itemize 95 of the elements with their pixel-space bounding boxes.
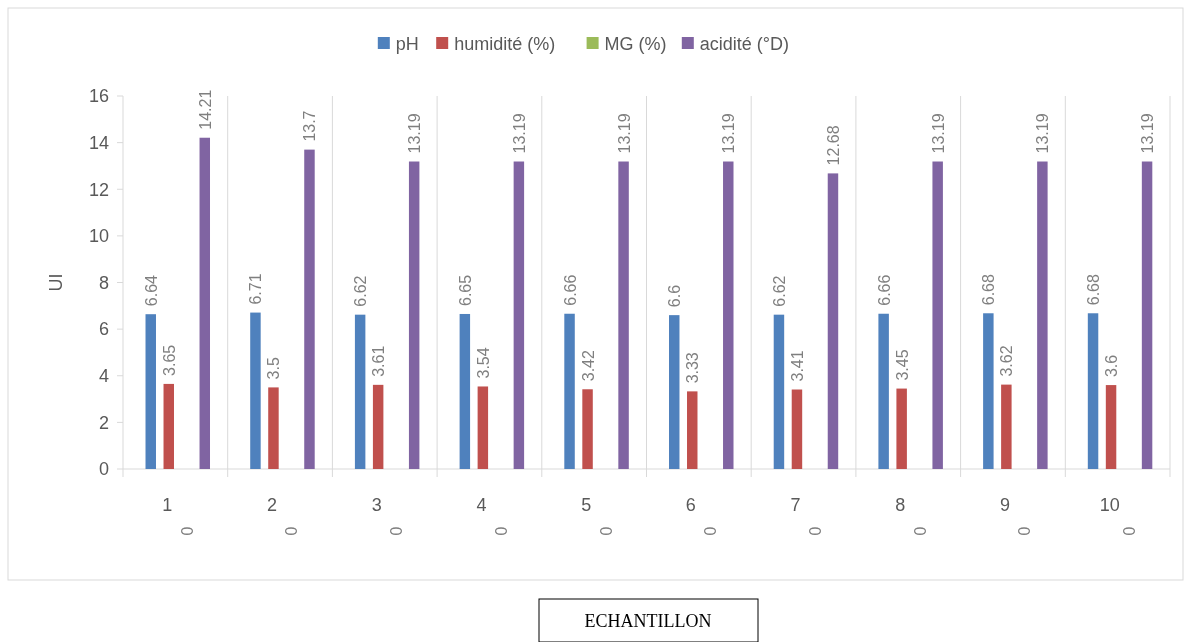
- data-label: 0: [1016, 526, 1034, 536]
- legend-label: pH: [395, 34, 419, 55]
- data-label: 3.62: [998, 345, 1016, 377]
- data-label: 13.19: [406, 113, 424, 154]
- bar: [1037, 161, 1048, 469]
- bar: [1105, 385, 1117, 469]
- bar: [618, 161, 629, 469]
- bar: [250, 312, 261, 469]
- y-tick-label: 12: [88, 179, 109, 200]
- bar: [687, 391, 698, 469]
- bar: [268, 387, 279, 469]
- data-label: 0: [283, 526, 301, 536]
- bar: [983, 313, 994, 469]
- y-axis-title: UI: [46, 273, 66, 292]
- data-label: 6.66: [875, 274, 893, 306]
- y-tick-label: 0: [98, 459, 109, 480]
- data-label: 13.19: [1139, 113, 1157, 154]
- data-label: 13.7: [301, 110, 319, 142]
- data-label: 3.65: [160, 344, 178, 376]
- bar: [896, 388, 907, 469]
- bar: [773, 314, 785, 469]
- bar: [354, 314, 366, 469]
- data-label: 13.19: [1034, 113, 1052, 154]
- bar: [304, 149, 315, 469]
- y-tick-label: 14: [88, 132, 109, 153]
- legend-label: acidité (°D): [699, 34, 790, 55]
- data-label: 6.62: [770, 275, 788, 307]
- bar: [372, 384, 384, 469]
- x-tick-label: 7: [790, 495, 801, 515]
- y-tick-label: 4: [98, 366, 109, 387]
- data-label: 6.71: [247, 273, 265, 305]
- bar: [827, 173, 839, 469]
- data-label: 6.6: [666, 284, 684, 308]
- data-label: 6.62: [352, 275, 370, 307]
- data-label: 3.42: [579, 350, 597, 382]
- data-label: 0: [911, 526, 929, 536]
- bar: [878, 313, 889, 469]
- bar: [145, 314, 156, 469]
- bar: [513, 161, 525, 469]
- bar: [477, 386, 489, 469]
- x-tick-label: 3: [371, 495, 382, 515]
- y-tick-label: 10: [88, 226, 109, 247]
- y-tick-label: 8: [98, 272, 109, 293]
- x-tick-label: 4: [476, 495, 487, 515]
- data-label: 12.68: [824, 125, 842, 166]
- x-tick-label: 10: [1099, 495, 1120, 515]
- data-label: 0: [492, 526, 510, 536]
- bar: [669, 315, 680, 469]
- data-label: 3.61: [370, 345, 388, 377]
- data-label: 6.68: [980, 274, 998, 306]
- data-label: 0: [597, 526, 615, 536]
- x-tick-label: 9: [999, 495, 1010, 515]
- data-label: 0: [1121, 526, 1139, 536]
- bar: [932, 161, 943, 469]
- bar: [564, 313, 575, 469]
- data-label: 6.68: [1085, 274, 1103, 306]
- data-label: 0: [388, 526, 406, 536]
- bar: [791, 389, 803, 469]
- data-label: 0: [178, 526, 196, 536]
- text: ECHANTILLON: [584, 611, 712, 632]
- bar: [199, 137, 211, 469]
- bar: [459, 313, 471, 469]
- data-label: 3.5: [265, 357, 283, 380]
- data-label: 14.21: [196, 89, 214, 130]
- data-label: 6.65: [456, 274, 474, 306]
- data-label: 0: [806, 526, 824, 536]
- legend-label: humidité (%): [454, 34, 556, 55]
- x-tick-label: 6: [685, 495, 696, 515]
- bar: [408, 161, 420, 469]
- y-tick-label: 16: [88, 86, 109, 107]
- data-label: 6.64: [142, 274, 160, 307]
- bar: [1141, 161, 1153, 469]
- bar: [1001, 384, 1012, 469]
- x-tick-label: 5: [581, 495, 592, 515]
- bar: [163, 383, 174, 469]
- data-label: 13.19: [615, 113, 633, 154]
- data-label: 6.66: [561, 274, 579, 306]
- y-tick-label: 6: [98, 319, 109, 340]
- data-label: 13.19: [720, 113, 738, 154]
- x-tick-label: 2: [267, 495, 278, 515]
- bar: [1087, 313, 1099, 469]
- bar: [723, 161, 734, 469]
- data-label: 3.6: [1103, 354, 1121, 378]
- y-tick-label: 2: [98, 412, 109, 433]
- x-tick-label: 8: [895, 495, 906, 515]
- bar: [582, 389, 593, 469]
- data-label: 3.41: [788, 350, 806, 382]
- data-label: 3.54: [474, 347, 492, 379]
- legend-label: MG (%): [604, 34, 667, 55]
- data-label: 3.45: [893, 349, 911, 381]
- data-label: 3.33: [684, 352, 702, 384]
- data-label: 13.19: [929, 113, 947, 154]
- data-label: 13.19: [510, 113, 528, 154]
- data-label: 0: [702, 526, 720, 536]
- x-tick-label: 1: [162, 495, 173, 515]
